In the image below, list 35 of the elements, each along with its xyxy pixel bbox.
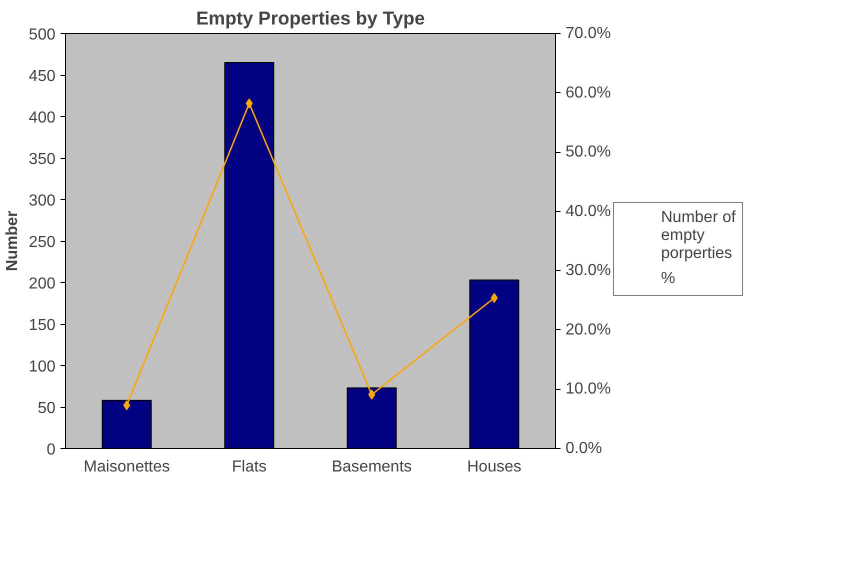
y2-tick-label: 50.0% (566, 144, 611, 161)
point (246, 98, 253, 108)
point (368, 390, 376, 400)
x-tick-label: Maisonettes (84, 458, 170, 476)
x-tick-label: Houses (467, 458, 522, 476)
y-tick-label: 250 (28, 234, 56, 251)
y2-tick-label: 60.0% (566, 84, 611, 102)
y-tick-label: 50 (38, 400, 56, 417)
y-tick-label: 300 (28, 192, 56, 210)
y2-tick-label: 30.0% (566, 262, 611, 280)
y2-tick-label: 70.0% (566, 25, 611, 42)
chart-title: Empty Properties by Type (196, 8, 425, 28)
y2-tick-label: 20.0% (566, 321, 611, 338)
y-tick-label: 500 (28, 26, 56, 44)
y-tick-label: 450 (28, 68, 56, 85)
y2-tick-label: 10.0% (566, 380, 611, 398)
bar (102, 400, 152, 448)
x-tick-label: Basements (332, 458, 412, 476)
y-tick-label: 200 (28, 276, 56, 292)
bar (346, 387, 397, 448)
y-axis-title: Number (4, 210, 21, 272)
text: Number of empty porperties (661, 209, 736, 263)
y-tick-label: 350 (28, 151, 56, 168)
bar (469, 280, 520, 448)
text: % (661, 270, 676, 288)
y2-tick-label: 40.0% (566, 202, 611, 220)
point (123, 400, 130, 410)
y-tick-label: 0 (46, 442, 56, 458)
point (490, 292, 498, 303)
y-tick-label: 150 (28, 317, 56, 334)
bar (224, 62, 274, 448)
x-tick-label: Flats (232, 458, 267, 476)
y-tick-label: 400 (28, 110, 56, 126)
y-tick-label: 100 (28, 358, 56, 376)
y2-tick-label: 0.0% (566, 440, 602, 457)
